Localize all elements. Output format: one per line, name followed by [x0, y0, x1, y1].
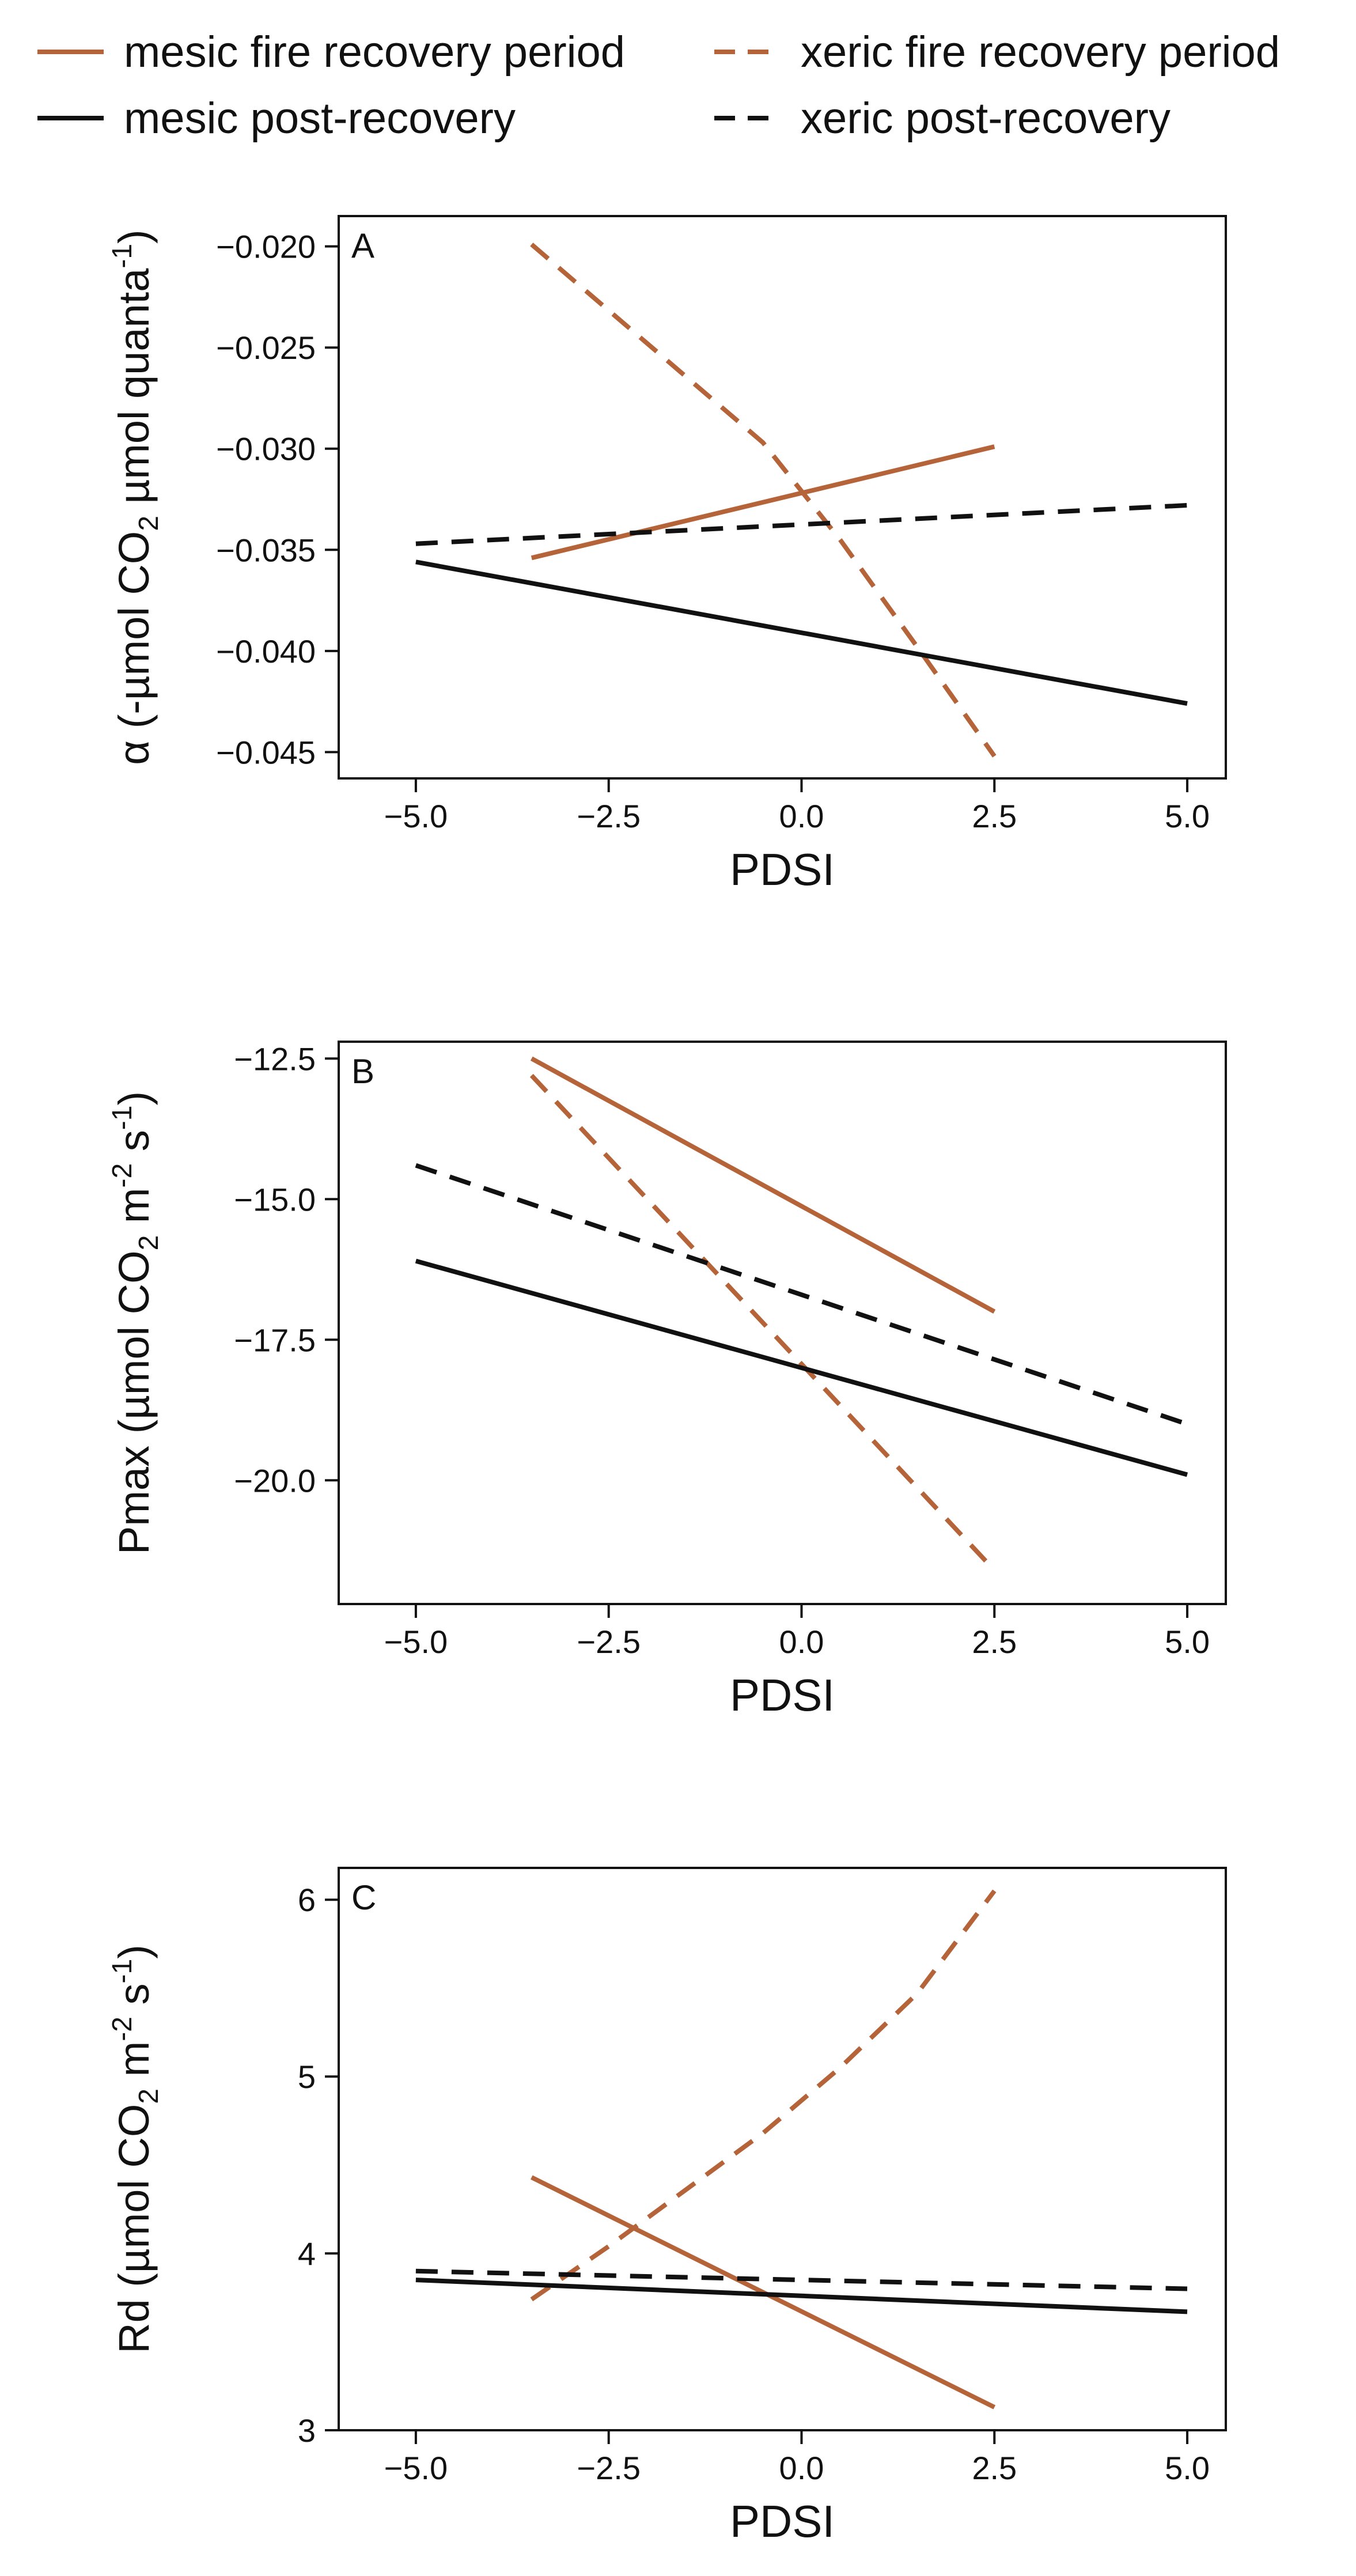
y-axis-label-part: m	[110, 1187, 158, 1235]
y-axis-label-part: -1	[107, 1106, 138, 1130]
y-axis-label-part: Pmax (µmol CO	[110, 1250, 158, 1554]
series-line-mesic-fire-recovery-period	[530, 1056, 996, 1314]
y-axis-label-part: -2	[107, 2017, 138, 2041]
y-tick-label: −17.5	[234, 1322, 316, 1358]
plot-frame	[338, 1041, 1227, 1605]
legend-item-xeric-post-recovery: xeric post-recovery	[714, 94, 1171, 143]
x-tick-label: 5.0	[1165, 2450, 1210, 2486]
panel-label: B	[351, 1052, 374, 1091]
x-tick-label: 0.0	[779, 798, 824, 834]
y-tick-label: −12.5	[234, 1041, 316, 1077]
y-tick-label: −20.0	[234, 1462, 316, 1499]
x-tick-label: −2.5	[577, 1624, 641, 1660]
y-axis-label-part: µmol quanta	[110, 268, 158, 516]
legend: mesic fire recovery period xeric fire rec…	[37, 28, 1280, 143]
chart-panels: A −5.0 −2.5 0.0 2.5 5.0 PDSI −0.020 −0.025 −0.030…	[107, 215, 1227, 2547]
y-tick-label: −0.030	[216, 431, 316, 467]
y-axis-label-part: -1	[107, 1959, 138, 1984]
y-tick-label: −0.025	[216, 330, 316, 366]
y-tick-label: −0.035	[216, 532, 316, 568]
legend-label: mesic post-recovery	[124, 94, 516, 143]
y-axis-label-part: -1	[107, 244, 138, 268]
panel-b: B −5.0 −2.5 0.0 2.5 5.0 PDSI −12.5 −15.0 −17.5 −20…	[107, 1041, 1227, 1720]
y-axis-label-part: )	[110, 229, 158, 244]
y-tick-label: 3	[298, 2412, 316, 2449]
y-tick-label: 5	[298, 2059, 316, 2095]
y-tick-label: −0.020	[216, 229, 316, 265]
legend-item-mesic-fire-recovery-period: mesic fire recovery period	[37, 28, 625, 77]
y-axis-label-part: )	[110, 1945, 158, 1959]
x-tick-label: −5.0	[384, 2450, 448, 2486]
series-line-xeric-post-recovery	[415, 503, 1188, 546]
x-tick-label: −2.5	[577, 798, 641, 834]
y-axis-label-part: )	[110, 1091, 158, 1106]
series-line-mesic-fire-recovery-period	[531, 444, 995, 561]
panel-c: C −5.0 −2.5 0.0 2.5 5.0 PDSI 3 4 5 6 Rd (µmol CO2 m…	[107, 1867, 1227, 2547]
x-tick-label: 5.0	[1165, 798, 1210, 834]
y-tick-label: 6	[298, 1882, 316, 1918]
series-line-xeric-fire-recovery-period	[529, 1073, 997, 1572]
legend-item-xeric-fire-recovery-period: xeric fire recovery period	[714, 28, 1280, 77]
legend-label: xeric fire recovery period	[801, 28, 1280, 77]
series-line-xeric-fire-recovery-period	[530, 243, 997, 758]
y-axis-label: Rd (µmol CO2 m-2 s-1)	[107, 1945, 164, 2354]
y-axis-label-part: -2	[107, 1163, 138, 1188]
x-tick-label: 2.5	[972, 798, 1017, 834]
x-tick-label: 2.5	[972, 1624, 1017, 1660]
x-tick-label: 0.0	[779, 1624, 824, 1660]
y-axis-label-part: 2	[134, 516, 164, 531]
series-line-xeric-post-recovery	[415, 2268, 1188, 2291]
y-axis-label-part: 2	[134, 2089, 164, 2104]
series-line-mesic-post-recovery	[415, 2278, 1188, 2314]
x-tick-label: 2.5	[972, 2450, 1017, 2486]
x-axis-label: PDSI	[730, 1670, 835, 1720]
plot-frame	[338, 1867, 1227, 2431]
y-axis-label-part: 2	[134, 1235, 164, 1251]
x-tick-label: 5.0	[1165, 1624, 1210, 1660]
y-axis-label: α (-µmol CO2 µmol quanta-1)	[107, 229, 164, 765]
y-tick-label: 4	[298, 2235, 316, 2272]
panel-label: C	[351, 1878, 376, 1917]
x-axis-label: PDSI	[730, 2496, 835, 2547]
y-axis-label-part: α (-µmol CO	[110, 531, 158, 765]
y-tick-label: −15.0	[234, 1181, 316, 1217]
x-axis-label: PDSI	[730, 844, 835, 895]
legend-label: mesic fire recovery period	[124, 28, 625, 77]
y-axis-label-part: s	[110, 1130, 158, 1163]
panel-label: A	[351, 226, 374, 265]
series-line-mesic-post-recovery	[415, 1258, 1188, 1477]
y-axis-label: Pmax (µmol CO2 m-2 s-1)	[107, 1091, 164, 1554]
x-tick-label: −5.0	[384, 1624, 448, 1660]
series-line-xeric-post-recovery	[415, 1163, 1188, 1427]
y-axis-label-part: Rd (µmol CO	[110, 2104, 158, 2354]
y-tick-label: −0.045	[216, 734, 316, 770]
panel-a: A −5.0 −2.5 0.0 2.5 5.0 PDSI −0.020 −0.025 −0.030…	[107, 215, 1227, 895]
x-tick-label: −2.5	[577, 2450, 641, 2486]
y-tick-label: −0.040	[216, 633, 316, 669]
x-tick-label: −5.0	[384, 798, 448, 834]
legend-item-mesic-post-recovery: mesic post-recovery	[37, 94, 516, 143]
y-axis-label-part: s	[110, 1983, 158, 2017]
x-tick-label: 0.0	[779, 2450, 824, 2486]
series-line-mesic-post-recovery	[415, 559, 1188, 706]
y-axis-label-part: m	[110, 2041, 158, 2089]
legend-label: xeric post-recovery	[801, 94, 1171, 143]
